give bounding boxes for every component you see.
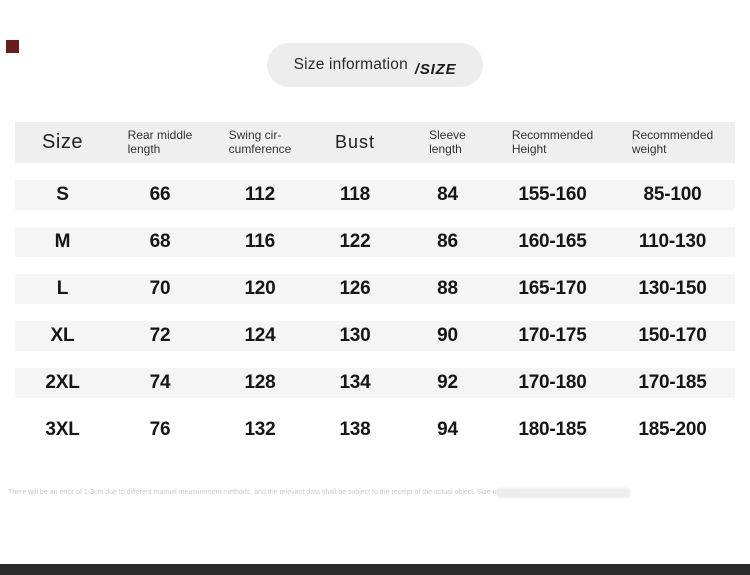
bottom-bar <box>0 564 750 575</box>
cell-recommended-weight: 185-200 <box>638 419 707 440</box>
cell-recommended-weight: 170-185 <box>638 372 707 393</box>
header-line: Sleeve <box>429 127 466 142</box>
table-row-xl: XL 72 124 130 90 170-175 150-170 <box>15 321 735 351</box>
col-header-swing-circumference: Swing cir- cumference <box>210 127 310 157</box>
col-header-recommended-height: Recommended Height <box>495 127 610 157</box>
page-title: Size information <box>293 56 408 73</box>
cell-sleeve-length: 94 <box>437 419 458 440</box>
table-row-s: S 66 112 118 84 155-160 85-100 <box>15 180 735 210</box>
cell-swing-circumference: 132 <box>244 419 276 440</box>
cell-swing-circumference: 124 <box>244 325 276 346</box>
cell-rear-middle-length: 76 <box>149 419 171 440</box>
cell-sleeve-length: 86 <box>437 231 458 252</box>
cell-bust: 138 <box>339 419 371 440</box>
cell-recommended-height: 180-185 <box>518 419 587 440</box>
cell-rear-middle-length: 68 <box>149 231 171 252</box>
cell-recommended-height: 160-165 <box>518 231 587 252</box>
cell-swing-circumference: 128 <box>244 372 276 393</box>
cell-recommended-weight: 110-130 <box>638 231 707 252</box>
page-title-suffix: /SIZE <box>414 60 457 78</box>
col-header-recommended-weight: Recommended weight <box>610 127 735 157</box>
cell-size: S <box>56 184 69 205</box>
cell-rear-middle-length: 74 <box>149 372 171 393</box>
brand-accent-square <box>6 40 19 53</box>
cell-bust: 130 <box>339 325 371 346</box>
cell-size: 2XL <box>45 372 80 393</box>
cell-bust: 122 <box>339 231 371 252</box>
cell-bust: 118 <box>339 184 371 205</box>
cell-recommended-weight: 85-100 <box>643 184 702 205</box>
cell-size: 3XL <box>45 419 80 440</box>
table-row-m: M 68 116 122 86 160-165 110-130 <box>15 227 735 257</box>
table-row-3xl: 3XL 76 132 138 94 180-185 185-200 <box>15 415 735 445</box>
header-line: Recommended <box>511 127 594 142</box>
cell-swing-circumference: 120 <box>244 278 276 299</box>
cell-size: XL <box>50 325 75 346</box>
header-line: weight <box>631 141 667 156</box>
cell-swing-circumference: 112 <box>244 184 276 205</box>
cell-rear-middle-length: 66 <box>149 184 171 205</box>
cell-recommended-weight: 150-170 <box>638 325 707 346</box>
page-title-pill: Size information /SIZE <box>267 43 483 87</box>
col-header-bust: Bust <box>334 132 376 152</box>
col-header-rear-middle-length: Rear middle length <box>110 127 210 157</box>
cell-recommended-height: 170-180 <box>518 372 587 393</box>
measurement-disclaimer: There will be an error of 1-3cm due to d… <box>8 489 519 496</box>
cell-size: M <box>54 231 71 252</box>
cell-bust: 126 <box>339 278 371 299</box>
table-row-2xl: 2XL 74 128 134 92 170-180 170-185 <box>15 368 735 398</box>
cell-recommended-weight: 130-150 <box>638 278 707 299</box>
size-table: Size Rear middle length Swing cir- cumfe… <box>15 122 735 445</box>
table-row-l: L 70 120 126 88 165-170 130-150 <box>15 274 735 304</box>
header-line: length <box>429 141 462 156</box>
cell-recommended-height: 155-160 <box>518 184 587 205</box>
cell-recommended-height: 165-170 <box>518 278 587 299</box>
cell-rear-middle-length: 70 <box>149 278 171 299</box>
cell-recommended-height: 170-175 <box>518 325 587 346</box>
cell-sleeve-length: 90 <box>437 325 458 346</box>
cell-sleeve-length: 88 <box>437 278 458 299</box>
header-line: cumference <box>228 141 292 156</box>
header-line: Rear middle <box>127 127 193 142</box>
watermark <box>497 488 630 498</box>
header-line: Swing cir- <box>228 127 282 142</box>
header-line: Recommended <box>631 127 714 142</box>
cell-bust: 134 <box>339 372 371 393</box>
header-line: Height <box>511 141 547 156</box>
header-line: length <box>127 141 161 156</box>
cell-sleeve-length: 84 <box>437 184 458 205</box>
cell-size: L <box>56 278 69 299</box>
cell-swing-circumference: 116 <box>244 231 276 252</box>
table-header-row: Size Rear middle length Swing cir- cumfe… <box>15 122 735 163</box>
col-header-sleeve-length: Sleeve length <box>400 127 495 157</box>
col-header-size: Size <box>42 131 83 153</box>
cell-sleeve-length: 92 <box>437 372 458 393</box>
cell-rear-middle-length: 72 <box>149 325 171 346</box>
